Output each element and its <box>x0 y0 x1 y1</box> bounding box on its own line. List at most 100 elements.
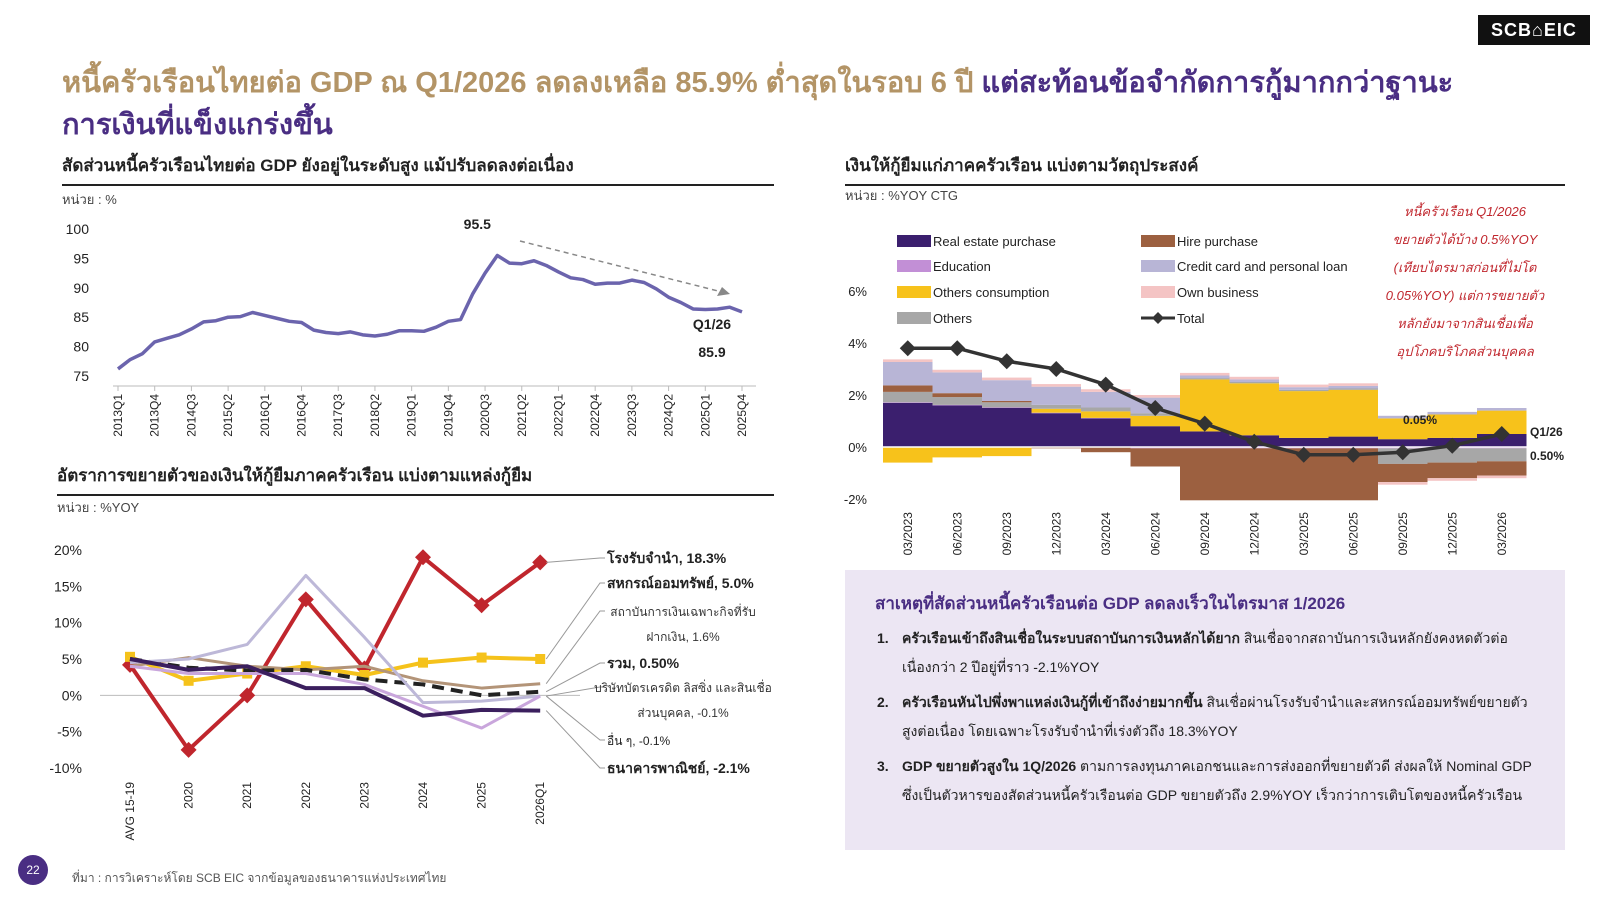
stacked-bar-segment <box>1427 414 1477 438</box>
stacked-bar-segment <box>1031 408 1081 413</box>
y-tick-label: 15% <box>54 578 82 594</box>
stacked-bar-segment <box>1378 418 1428 440</box>
stacked-bar-segment <box>1328 389 1378 437</box>
total-marker <box>1394 444 1411 461</box>
x-tick-label: 09/2025 <box>1396 512 1410 556</box>
reason-text: สินเชื่อจากสถาบันการเงินหลักยังคงหดตัวต่… <box>902 630 1508 675</box>
stacked-bar-segment <box>1081 407 1131 412</box>
series-label: ธนาคารพาณิชย์, -2.1% <box>607 760 750 776</box>
x-tick-label: 2025Q1 <box>698 394 712 437</box>
stacked-bar-segment <box>1427 448 1477 463</box>
stacked-bar-segment <box>1081 417 1131 419</box>
data-point <box>532 554 549 571</box>
x-tick-label: 2020Q3 <box>478 394 492 437</box>
reason-text: สินเชื่อผ่านโรงรับจำนำและสหกรณ์ออมทรัพย์… <box>902 694 1528 739</box>
reason-heading: ครัวเรือนหันไปพึ่งพาแหล่งเงินกู้ที่เข้าถ… <box>902 694 1203 710</box>
title-part-2: แต่สะท้อนข้อจำกัดการกู้มากกว่าฐานะการเงิ… <box>62 67 1454 141</box>
leader-line <box>545 582 605 660</box>
chart1-section-title: สัดส่วนหนี้ครัวเรือนไทยต่อ GDP ยังอยู่ใน… <box>62 152 774 186</box>
series-label: ฝากเงิน, 1.6% <box>646 630 720 644</box>
x-tick-label: 06/2023 <box>950 512 964 556</box>
total-marker <box>1444 437 1461 454</box>
x-tick-label: 2017Q3 <box>331 394 345 437</box>
x-tick-label: 12/2025 <box>1445 512 1459 556</box>
data-point <box>418 657 428 668</box>
stacked-bar-segment <box>1180 372 1230 376</box>
stacked-bar-segment <box>1031 404 1081 409</box>
x-tick-label: 03/2024 <box>1099 512 1113 556</box>
x-tick-label: 2014Q3 <box>184 394 198 437</box>
x-tick-label: 03/2025 <box>1297 512 1311 556</box>
series-label: อื่น ๆ, -0.1% <box>607 732 671 748</box>
x-tick-label: 2013Q1 <box>111 394 125 437</box>
end-period-label: Q1/26 <box>1530 425 1563 439</box>
legend-label: Own business <box>1177 285 1259 300</box>
x-tick-label: 2016Q1 <box>258 394 272 437</box>
stacked-bar-segment <box>1081 418 1131 447</box>
y-tick-label: 5% <box>62 651 82 667</box>
stacked-bar-segment <box>1081 411 1131 418</box>
debt-to-gdp-chart: 100 95 90 85 80 75 2013Q1 2013Q4 2014Q3 2015Q2 201… <box>66 216 756 437</box>
stacked-bar-segment <box>1427 478 1477 481</box>
x-tick-label: 2025 <box>475 782 489 809</box>
stacked-bar-segment <box>1378 463 1428 483</box>
stacked-bar-segment <box>883 359 933 362</box>
stacked-bar-segment <box>1477 408 1527 411</box>
x-tick-label: 2021 <box>240 782 254 809</box>
x-tick-label: 2019Q1 <box>405 394 419 437</box>
stacked-bar-segment <box>982 377 1032 381</box>
stacked-bar-segment <box>1328 383 1378 386</box>
total-marker <box>1147 400 1164 416</box>
stacked-bar-segment <box>1229 448 1279 501</box>
leader-line <box>546 557 605 563</box>
x-tick-label: 2013Q4 <box>148 394 162 437</box>
stacked-bar-segment <box>1180 448 1230 501</box>
stacked-bar-segment <box>932 393 982 398</box>
stacked-bar-segment <box>1229 376 1279 380</box>
end-value-label: 85.9 <box>698 344 725 360</box>
end-value-label: 0.50% <box>1530 449 1564 463</box>
stacked-bar-segment <box>932 369 982 373</box>
reason-number: 1. <box>877 630 889 646</box>
chart2-section-title: อัตราการขยายตัวของเงินให้กู้ยืมภาคครัวเร… <box>57 462 774 496</box>
stacked-bar-segment <box>982 400 1032 403</box>
stacked-bar-segment <box>1378 415 1428 419</box>
stacked-bar-segment <box>1081 391 1131 408</box>
stacked-bar-segment <box>1229 379 1279 382</box>
data-point <box>535 654 546 664</box>
y-tick-label: 80 <box>73 339 89 355</box>
series-label: บริษัทบัตรเครดิต ลิสซิ่ง และสินเชื่อ <box>594 679 772 695</box>
stacked-bar-segment <box>932 372 982 394</box>
end-period-label: Q1/26 <box>693 316 731 332</box>
stacked-bar-segment <box>1031 413 1081 447</box>
stacked-bar-segment <box>883 361 933 386</box>
stacked-bar-segment <box>1130 415 1180 427</box>
data-point <box>473 597 490 614</box>
stacked-bar-segment <box>1031 412 1081 414</box>
x-tick-label: 06/2025 <box>1346 512 1360 556</box>
stacked-bar-segment <box>883 385 933 392</box>
y-tick-label: 0% <box>848 440 867 455</box>
y-tick-label: 0% <box>62 687 82 703</box>
x-tick-label: 2022Q4 <box>588 394 602 437</box>
legend-label: Total <box>1177 311 1205 326</box>
data-point <box>359 669 370 680</box>
stacked-bar-segment <box>1229 383 1279 436</box>
reason-heading: GDP ขยายตัวสูงใน 1Q/2026 <box>902 758 1077 774</box>
stacked-bar-segment <box>1031 386 1081 405</box>
data-point <box>239 687 256 704</box>
legend-swatch <box>1141 286 1175 298</box>
y-tick-label: 6% <box>848 284 867 299</box>
legend-swatch <box>1152 312 1164 324</box>
stacked-bar-segment <box>1477 410 1527 434</box>
legend-swatch <box>1141 260 1175 272</box>
reason-item: 3. GDP ขยายตัวสูงใน 1Q/2026 ตามการลงทุนภ… <box>877 752 1537 810</box>
reasons-box-title: สาเหตุที่สัดส่วนหนี้ครัวเรือนต่อ GDP ลดล… <box>875 594 1346 613</box>
leader-line <box>545 662 605 693</box>
x-tick-label: 2021Q2 <box>515 394 529 437</box>
reason-item: 1. ครัวเรือนเข้าถึงสินเชื่อในระบบสถาบันก… <box>877 624 1537 682</box>
stacked-bar-segment <box>1279 387 1329 390</box>
series-label: ส่วนบุคคล, -0.1% <box>637 706 729 721</box>
stacked-bar-segment <box>1279 391 1329 438</box>
stacked-bar-segment <box>1229 382 1279 384</box>
